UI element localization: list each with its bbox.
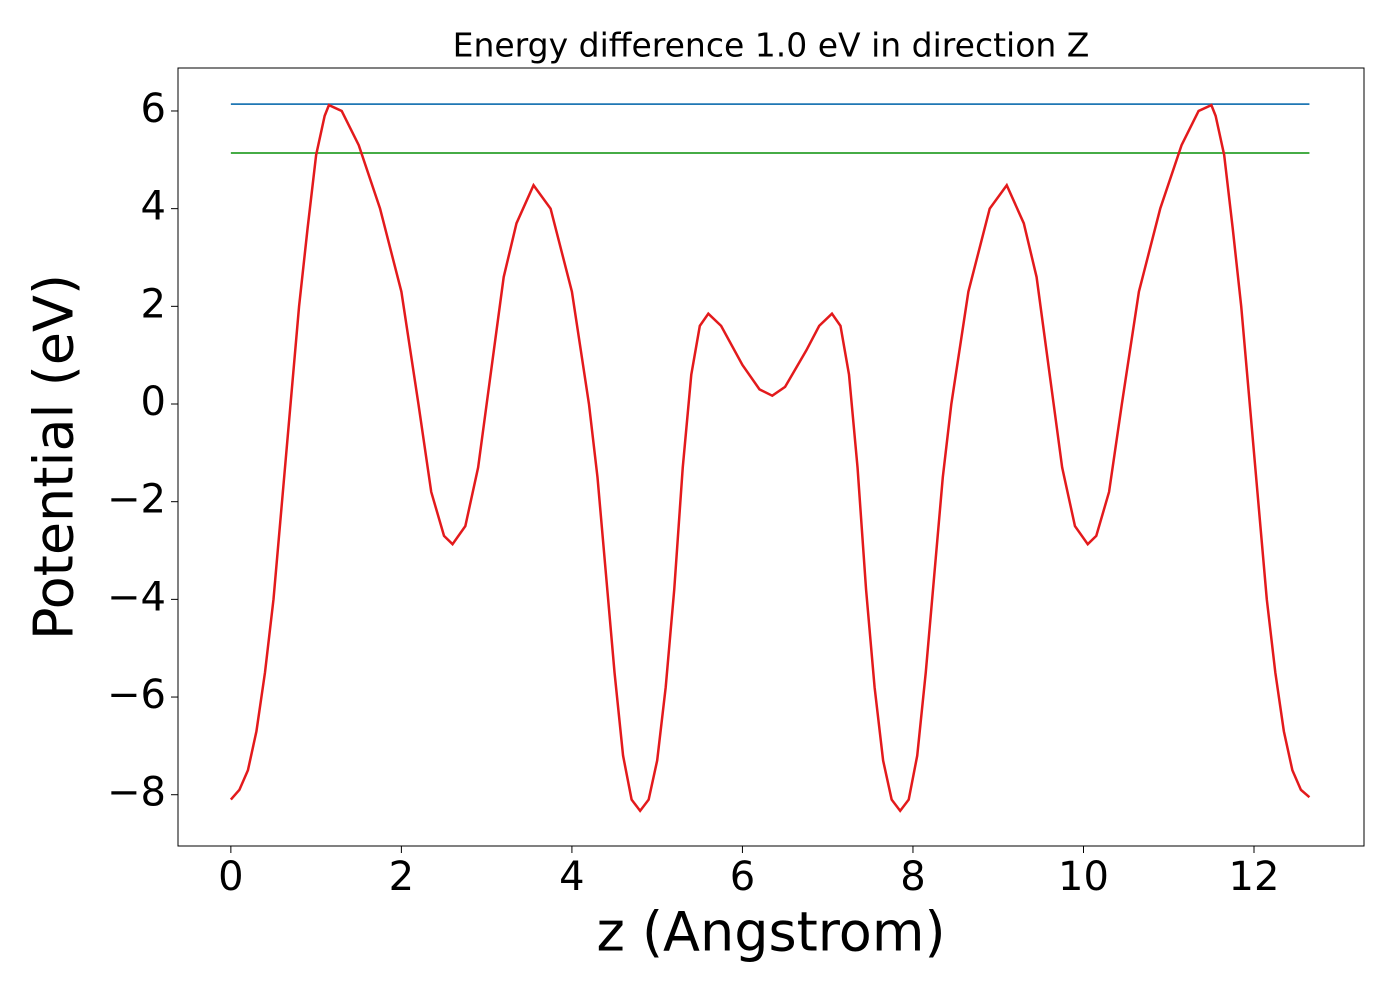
y-tick-label: 6 (141, 86, 166, 132)
line-series (229, 103, 1311, 813)
y-tick-label: 0 (141, 379, 166, 425)
y-tick-label: −6 (107, 672, 166, 718)
y-tick-label: 4 (141, 184, 166, 230)
x-axis-label: z (Angstrom) (596, 901, 945, 964)
x-tick-label: 8 (900, 854, 925, 900)
y-tick-label: −4 (107, 574, 166, 620)
x-tick-label: 12 (1229, 854, 1280, 900)
x-tick-label: 4 (559, 854, 584, 900)
plot-frame (177, 67, 1365, 847)
x-tick-label: 2 (389, 854, 414, 900)
chart-title: Energy difference 1.0 eV in direction Z (453, 26, 1090, 65)
x-tick-label: 0 (218, 854, 243, 900)
x-tick-label: 6 (730, 854, 755, 900)
y-tick-label: 2 (141, 281, 166, 327)
y-tick-label: −2 (107, 477, 166, 523)
y-axis-label: Potential (eV) (23, 274, 86, 640)
x-tick-label: 10 (1058, 854, 1109, 900)
y-tick-label: −8 (107, 770, 166, 816)
